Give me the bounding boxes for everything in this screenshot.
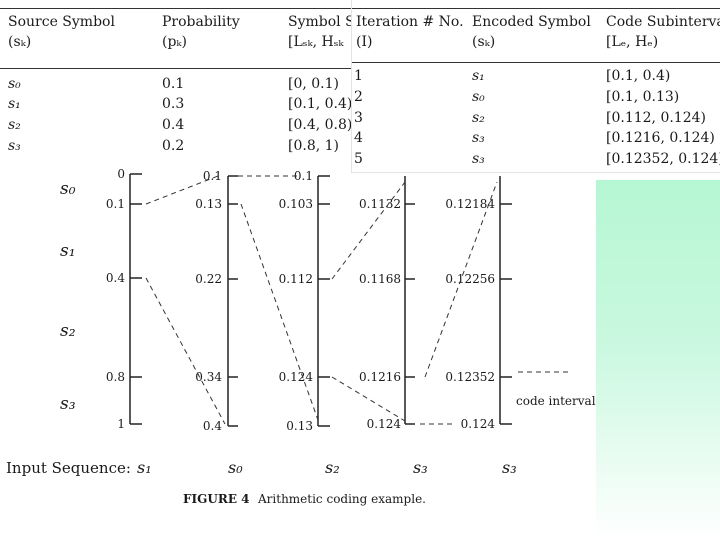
tick-label: 0.4 <box>106 271 125 285</box>
connector-line <box>145 175 219 205</box>
interval-bar-2: 0.1 0.13 0.22 0.34 0.4 <box>195 169 238 433</box>
tick-label: 0.112 <box>279 272 313 286</box>
table-cell: [0.1, 0.4) <box>288 96 353 112</box>
interval-bar-5: 0.12184 0.12256 0.12352 0.124 <box>445 176 512 431</box>
column-header-sub: (I) <box>356 34 373 50</box>
input-symbol: s₀ <box>228 458 243 477</box>
table-cell: [0.12352, 0.124) <box>606 151 720 167</box>
tick-label: 0.1216 <box>359 370 401 384</box>
table-cell: s₃ <box>472 151 485 167</box>
table-cell: s₂ <box>8 117 21 133</box>
table-cell: 5 <box>354 151 363 167</box>
tick-label: 0.1 <box>106 197 125 211</box>
tick-label: 0.124 <box>367 417 402 431</box>
connector-line <box>145 277 226 425</box>
tick-label: 0.1 <box>294 169 313 183</box>
interval-bar-1: 0 0.1 0.4 0.8 1 <box>106 167 142 431</box>
table-cell: [0, 0.1) <box>288 76 339 92</box>
tick-label: 0.12184 <box>445 197 495 211</box>
column-header-sub: [Lₛₖ, Hₛₖ <box>288 34 344 50</box>
table-cell: 4 <box>354 130 363 146</box>
green-background-panel <box>596 180 720 540</box>
interval-bar-3: 0.1 0.103 0.112 0.124 0.13 <box>279 169 330 433</box>
column-header: Encoded Symbol <box>472 14 591 30</box>
table-cell: [0.8, 1) <box>288 138 339 154</box>
column-header-sub: [Lₑ, Hₑ) <box>606 34 659 50</box>
symbol-probability-table: Source Symbol (sₖ) Probability (pₖ) Symb… <box>0 0 355 165</box>
table-cell: 0.2 <box>162 138 185 154</box>
column-header: Code Subinterval <box>606 14 720 30</box>
table-cell: s₀ <box>472 89 485 105</box>
table-header-rule <box>352 62 720 63</box>
encoding-iterations-table: Iteration # No. (I) Encoded Symbol (sₖ) … <box>352 0 720 172</box>
table-cell: [0.1216, 0.124) <box>606 130 715 146</box>
table-cell: s₁ <box>8 96 21 112</box>
table-top-rule <box>0 8 352 9</box>
table-top-rule <box>352 8 720 9</box>
code-interval-label: code interval <box>516 394 596 408</box>
input-symbol: s₁ <box>137 458 152 477</box>
column-header: Probability <box>162 14 240 30</box>
column-header-sub: (sₖ) <box>472 34 496 50</box>
connector-line <box>240 203 319 421</box>
table-cell: s₂ <box>472 110 485 126</box>
table-cell: [0.1, 0.13) <box>606 89 680 105</box>
tick-label: 0.13 <box>195 197 222 211</box>
tick-label: 1 <box>117 417 125 431</box>
connector-line <box>331 181 406 280</box>
table-cell: 0.3 <box>162 96 185 112</box>
table-header-rule <box>0 68 352 69</box>
table-cell: s₃ <box>8 138 21 154</box>
column-header: Iteration # No. <box>356 14 464 30</box>
table-cell: s₀ <box>8 76 21 92</box>
tick-label: 0.34 <box>195 370 222 384</box>
table-cell: 0.1 <box>162 76 185 92</box>
tick-label: 0.103 <box>279 197 313 211</box>
figure-caption-text: Arithmetic coding example. <box>257 492 426 506</box>
column-header: Symbol S <box>288 14 355 30</box>
symbol-label-s3: s₃ <box>60 394 76 414</box>
tick-label: 0.124 <box>279 370 314 384</box>
input-symbol: s₃ <box>502 458 517 477</box>
tick-label: 0.13 <box>286 419 313 433</box>
column-header-sub: (sₖ) <box>8 34 32 50</box>
table-cell: 2 <box>354 89 363 105</box>
input-symbol: s₃ <box>413 458 428 477</box>
tick-label: 0.8 <box>106 370 125 384</box>
input-sequence-label: Input Sequence: <box>6 459 131 477</box>
tick-label: 0.12256 <box>445 272 495 286</box>
tick-label: 0.22 <box>195 272 222 286</box>
table-cell: 0.4 <box>162 117 185 133</box>
tick-label: 0.12352 <box>445 370 495 384</box>
column-header-sub: (pₖ) <box>162 34 187 50</box>
tick-label: 0.4 <box>203 419 222 433</box>
symbol-label-s1: s₁ <box>60 241 76 261</box>
table-cell: [0.112, 0.124) <box>606 110 706 126</box>
table-cell: s₁ <box>472 68 485 84</box>
table-cell: [0.4, 0.8) <box>288 117 353 133</box>
table-cell: s₃ <box>472 130 485 146</box>
tick-label: 0 <box>117 167 125 181</box>
column-header: Source Symbol <box>8 14 115 30</box>
table-cell: 1 <box>354 68 363 84</box>
tick-label: 0.1168 <box>359 272 401 286</box>
input-symbol: s₂ <box>325 458 340 477</box>
tick-label: 0.1132 <box>359 197 401 211</box>
interval-bar-4: 0.1132 0.1168 0.1216 0.124 <box>359 176 415 431</box>
zoom-connectors <box>145 175 570 425</box>
connector-line <box>424 181 498 378</box>
symbol-label-s2: s₂ <box>60 321 76 341</box>
symbol-label-s0: s₀ <box>60 179 76 199</box>
figure-caption-label: FIGURE 4 <box>183 492 250 506</box>
table-cell: [0.1, 0.4) <box>606 68 671 84</box>
tick-label: 0.124 <box>461 417 496 431</box>
table-cell: 3 <box>354 110 363 126</box>
